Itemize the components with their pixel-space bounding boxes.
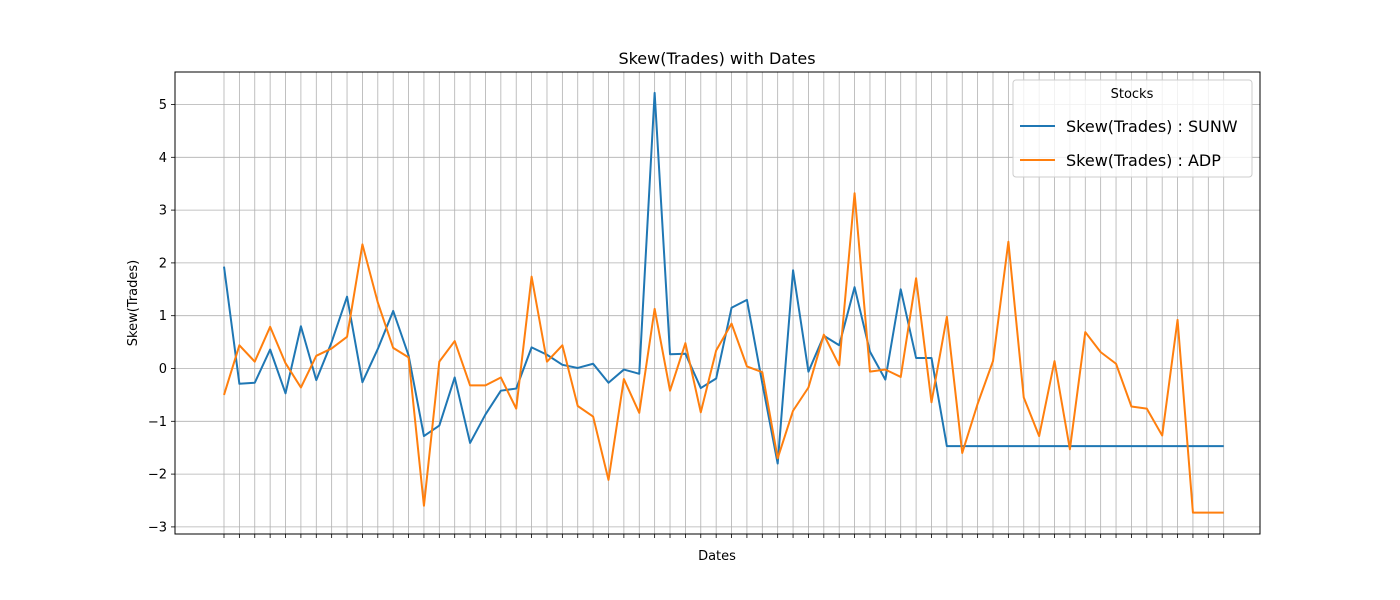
legend-box [1012,79,1253,178]
y-tick-label: 1 [159,309,167,324]
x-ticks [223,534,1225,538]
y-tick-label: −2 [148,468,167,483]
y-tick-label: 4 [159,151,167,166]
y-tick-label: −1 [148,415,167,430]
y-tick-label: 0 [159,362,167,377]
series-layer [223,91,1224,514]
plot-frame [174,71,1261,535]
series-line-adp [223,192,1224,514]
x-axis-label: Dates [698,549,736,564]
y-tick-label: 2 [159,256,167,271]
chart-title: Skew(Trades) with Dates [618,49,815,68]
y-ticks: −3 −2 −1 0 1 2 3 4 5 [148,98,175,535]
y-tick-label: 5 [159,98,167,113]
y-tick-label: 3 [159,204,167,219]
legend-title: Stocks [1111,87,1154,102]
series-line-sunw [223,91,1224,465]
legend: Stocks Skew(Trades) : SUNW Skew(Trades) … [1012,79,1253,178]
legend-label-sunw: Skew(Trades) : SUNW [1066,117,1238,136]
legend-label-adp: Skew(Trades) : ADP [1066,151,1221,170]
y-axis-label: Skew(Trades) [126,260,141,346]
y-tick-label: −3 [148,520,167,535]
